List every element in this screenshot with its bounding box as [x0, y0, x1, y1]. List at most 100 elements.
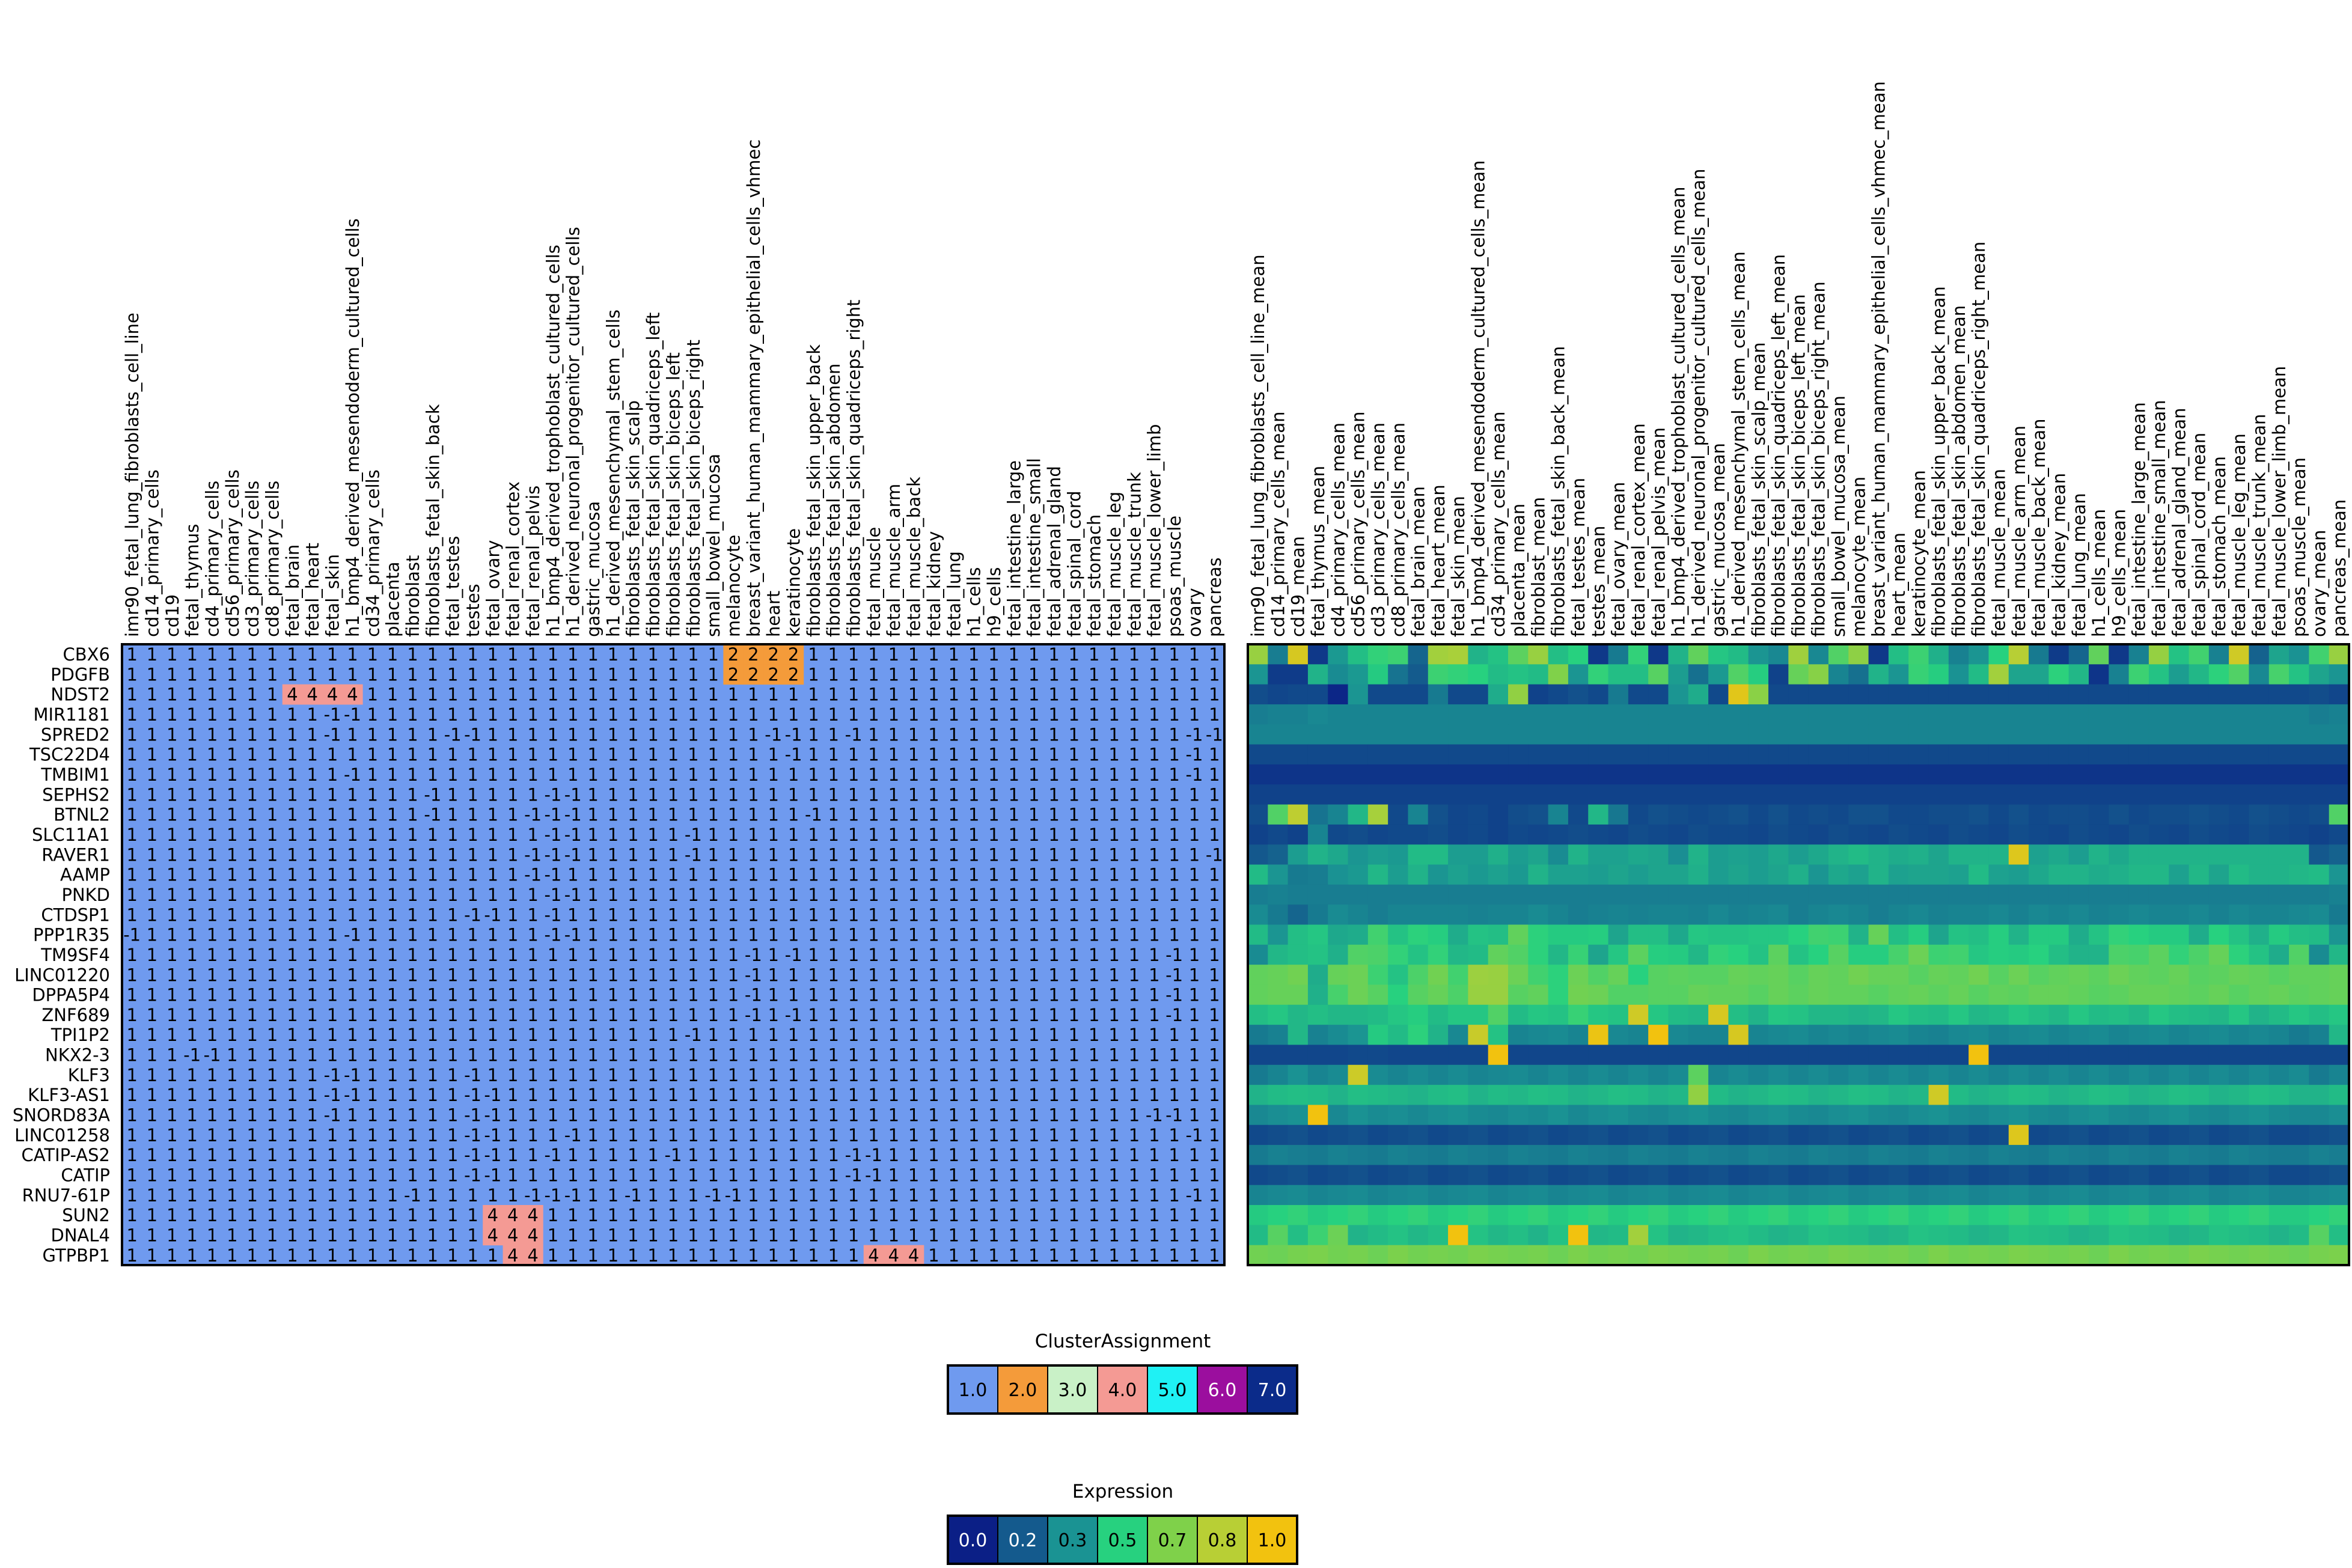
cell-label: 1: [968, 685, 979, 705]
cell-label: 1: [247, 844, 258, 865]
cell-label: 1: [1028, 904, 1039, 925]
cell-label: 1: [287, 764, 298, 785]
expression-cell: [1868, 1004, 1889, 1025]
cell-label: 1: [1009, 1085, 1019, 1105]
cell-label: 1: [647, 664, 658, 685]
cell-label: 1: [147, 805, 157, 825]
legend-label: 1.0: [1258, 1530, 1287, 1551]
expression-cell: [1888, 864, 1909, 885]
cell-label: 1: [608, 704, 619, 725]
expression-cell: [1548, 704, 1569, 725]
cell-label: 1: [768, 1165, 779, 1185]
expression-cell: [2068, 1225, 2089, 1246]
expression-cell: [2289, 904, 2309, 926]
cell-label: 1: [548, 1245, 558, 1266]
cell-label: 1: [668, 805, 679, 825]
cell-label: 1: [828, 1205, 839, 1225]
cell-label: 1: [407, 904, 418, 925]
expression-cell: [1969, 904, 1990, 926]
column-label: fetal_ovary_mean: [1608, 482, 1629, 637]
expression-cell: [1568, 1205, 1589, 1225]
cell-label: 1: [567, 1005, 578, 1025]
cell-label: 1: [247, 1205, 258, 1225]
cell-label: 1: [1048, 724, 1059, 745]
legend-swatch: [1147, 1515, 1198, 1564]
expression-cell: [1408, 704, 1429, 725]
cell-label: -1: [324, 724, 341, 745]
cell-label: 1: [908, 745, 919, 765]
cell-label: 1: [166, 664, 177, 685]
expression-cell: [1768, 844, 1789, 865]
cell-label: 1: [1108, 1125, 1119, 1145]
cell-label: 1: [1189, 844, 1200, 865]
cell-label: -1: [424, 784, 441, 805]
cell-label: 1: [1209, 1005, 1220, 1025]
cell-label: 1: [1089, 1005, 1099, 1025]
expression-cell: [1448, 1185, 1468, 1206]
cell-label: 1: [848, 1125, 859, 1145]
expression-cell: [1408, 984, 1429, 1005]
cell-label: 1: [808, 644, 819, 665]
cell-label: 1: [467, 825, 478, 845]
cell-label: 1: [487, 1025, 498, 1045]
expression-cell: [1908, 984, 1929, 1005]
expression-cell: [1848, 1004, 1869, 1025]
column-label: placenta: [383, 561, 403, 637]
expression-cell: [1788, 704, 1809, 725]
cell-label: 1: [347, 1045, 358, 1066]
expression-cell: [1468, 1105, 1489, 1126]
cell-label: 1: [788, 784, 799, 805]
expression-cell: [2309, 1205, 2330, 1225]
cell-label: 1: [848, 764, 859, 785]
expression-cell: [2169, 764, 2190, 785]
cell-label: 1: [928, 904, 939, 925]
cell-label: 1: [407, 664, 418, 685]
cell-label: 1: [1048, 1005, 1059, 1025]
expression-cell: [2249, 684, 2270, 705]
expression-cell: [1528, 924, 1549, 945]
expression-cell: [1548, 884, 1569, 905]
expression-cell: [1828, 904, 1849, 926]
cell-label: 1: [1189, 1165, 1200, 1185]
expression-cell: [2208, 944, 2229, 965]
expression-cell: [1608, 864, 1629, 885]
cell-label: 1: [247, 904, 258, 925]
cell-label: 1: [828, 825, 839, 845]
expression-cell: [1588, 1105, 1609, 1126]
cell-label: 1: [487, 784, 498, 805]
cell-label: 1: [307, 945, 318, 965]
expression-cell: [1948, 764, 1969, 785]
cell-label: 1: [928, 1005, 939, 1025]
cell-label: 1: [1189, 1245, 1200, 1266]
expression-cell: [2169, 1025, 2190, 1046]
cell-label: -1: [444, 724, 462, 745]
cell-label: 1: [707, 965, 718, 985]
cell-label: 1: [367, 965, 378, 985]
cell-label: 1: [628, 764, 638, 785]
expression-cell: [1948, 965, 1969, 986]
cell-label: -1: [785, 1005, 802, 1025]
expression-cell: [2088, 924, 2109, 945]
cell-label: -1: [564, 825, 582, 845]
cell-label: 1: [487, 985, 498, 1005]
expression-cell: [1608, 1225, 1629, 1246]
column-label: fibroblasts_fetal_skin_upper_back_mean: [1929, 286, 1949, 637]
cell-label: 1: [808, 925, 819, 945]
expression-cell: [1268, 744, 1289, 765]
expression-cell: [1688, 664, 1709, 685]
expression-cell: [1468, 844, 1489, 865]
expression-cell: [1528, 884, 1549, 905]
expression-cell: [2309, 1004, 2330, 1025]
cell-label: 1: [888, 1025, 899, 1045]
cell-label: 1: [467, 644, 478, 665]
column-label: imr90_fetal_lung_fibroblasts_cell_line_m…: [1248, 254, 1268, 637]
cell-label: 1: [527, 685, 538, 705]
cell-label: 1: [186, 1105, 197, 1126]
cell-label: 1: [327, 664, 338, 685]
expression-cell: [1768, 884, 1789, 905]
cell-label: 1: [1149, 704, 1159, 725]
expression-cell: [1728, 1025, 1749, 1046]
expression-cell: [1628, 704, 1649, 725]
cell-label: 1: [1129, 885, 1140, 905]
expression-cell: [1728, 804, 1749, 825]
